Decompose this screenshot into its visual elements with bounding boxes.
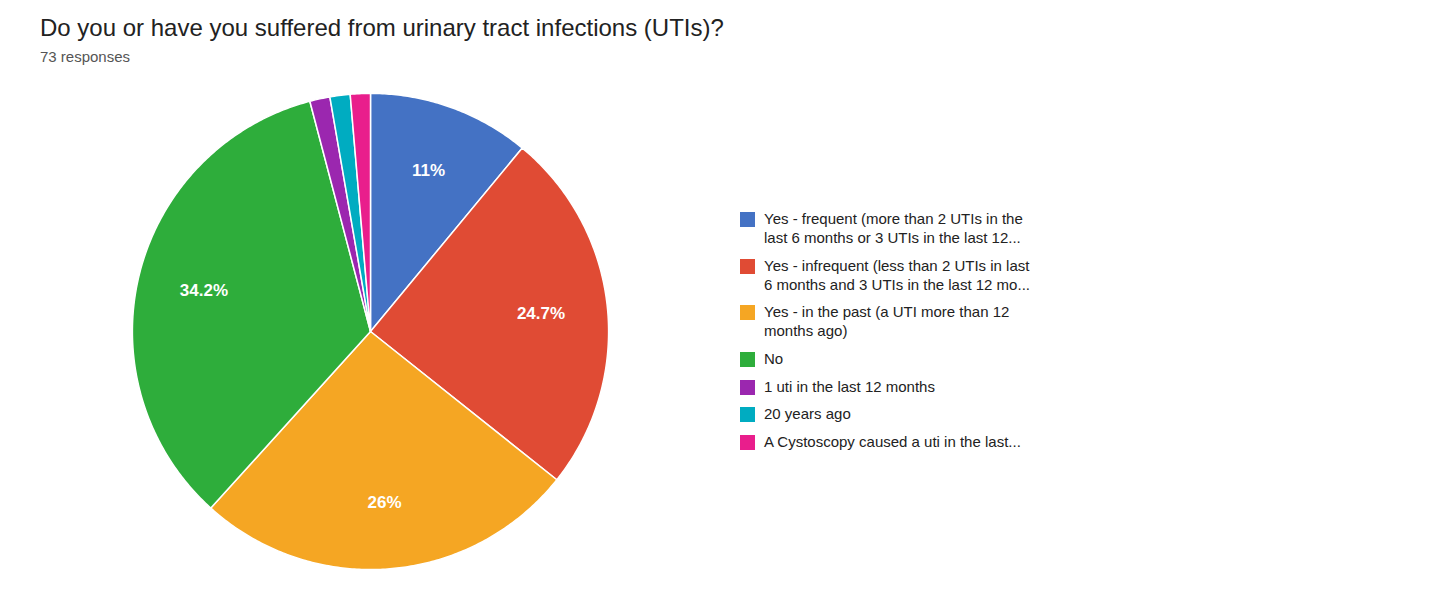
- html-text:A Cystoscopy caused a uti in t: A Cystoscopy caused a uti in the last...: [764, 433, 1021, 450]
- html-text:73 responses: 73 responses: [40, 48, 131, 65]
- html-text:Yes - frequent (more than 2 UT: Yes - frequent (more than 2 UTIs in the …: [764, 210, 1023, 246]
- svg-text:24.7%: 24.7%: [517, 304, 565, 323]
- svg-text:11%: 11%: [412, 161, 445, 180]
- html-text:Do you or have you suffered fr: Do you or have you suffered from urinary…: [40, 14, 724, 41]
- svg-text:34.2%: 34.2%: [180, 281, 228, 300]
- html-text:Yes - in the past (a UTI more: Yes - in the past (a UTI more than 12 mo…: [764, 303, 1010, 339]
- svg-text:26%: 26%: [367, 493, 401, 512]
- html-text:No: No: [764, 349, 784, 367]
- html-text:1 uti in the last 12 months: 1 uti in the last 12 months: [764, 377, 935, 395]
- html-text:20 years ago: 20 years ago: [764, 405, 851, 423]
- html-text:Yes - infrequent (less than 2: Yes - infrequent (less than 2 UTIs in la…: [764, 256, 1030, 293]
